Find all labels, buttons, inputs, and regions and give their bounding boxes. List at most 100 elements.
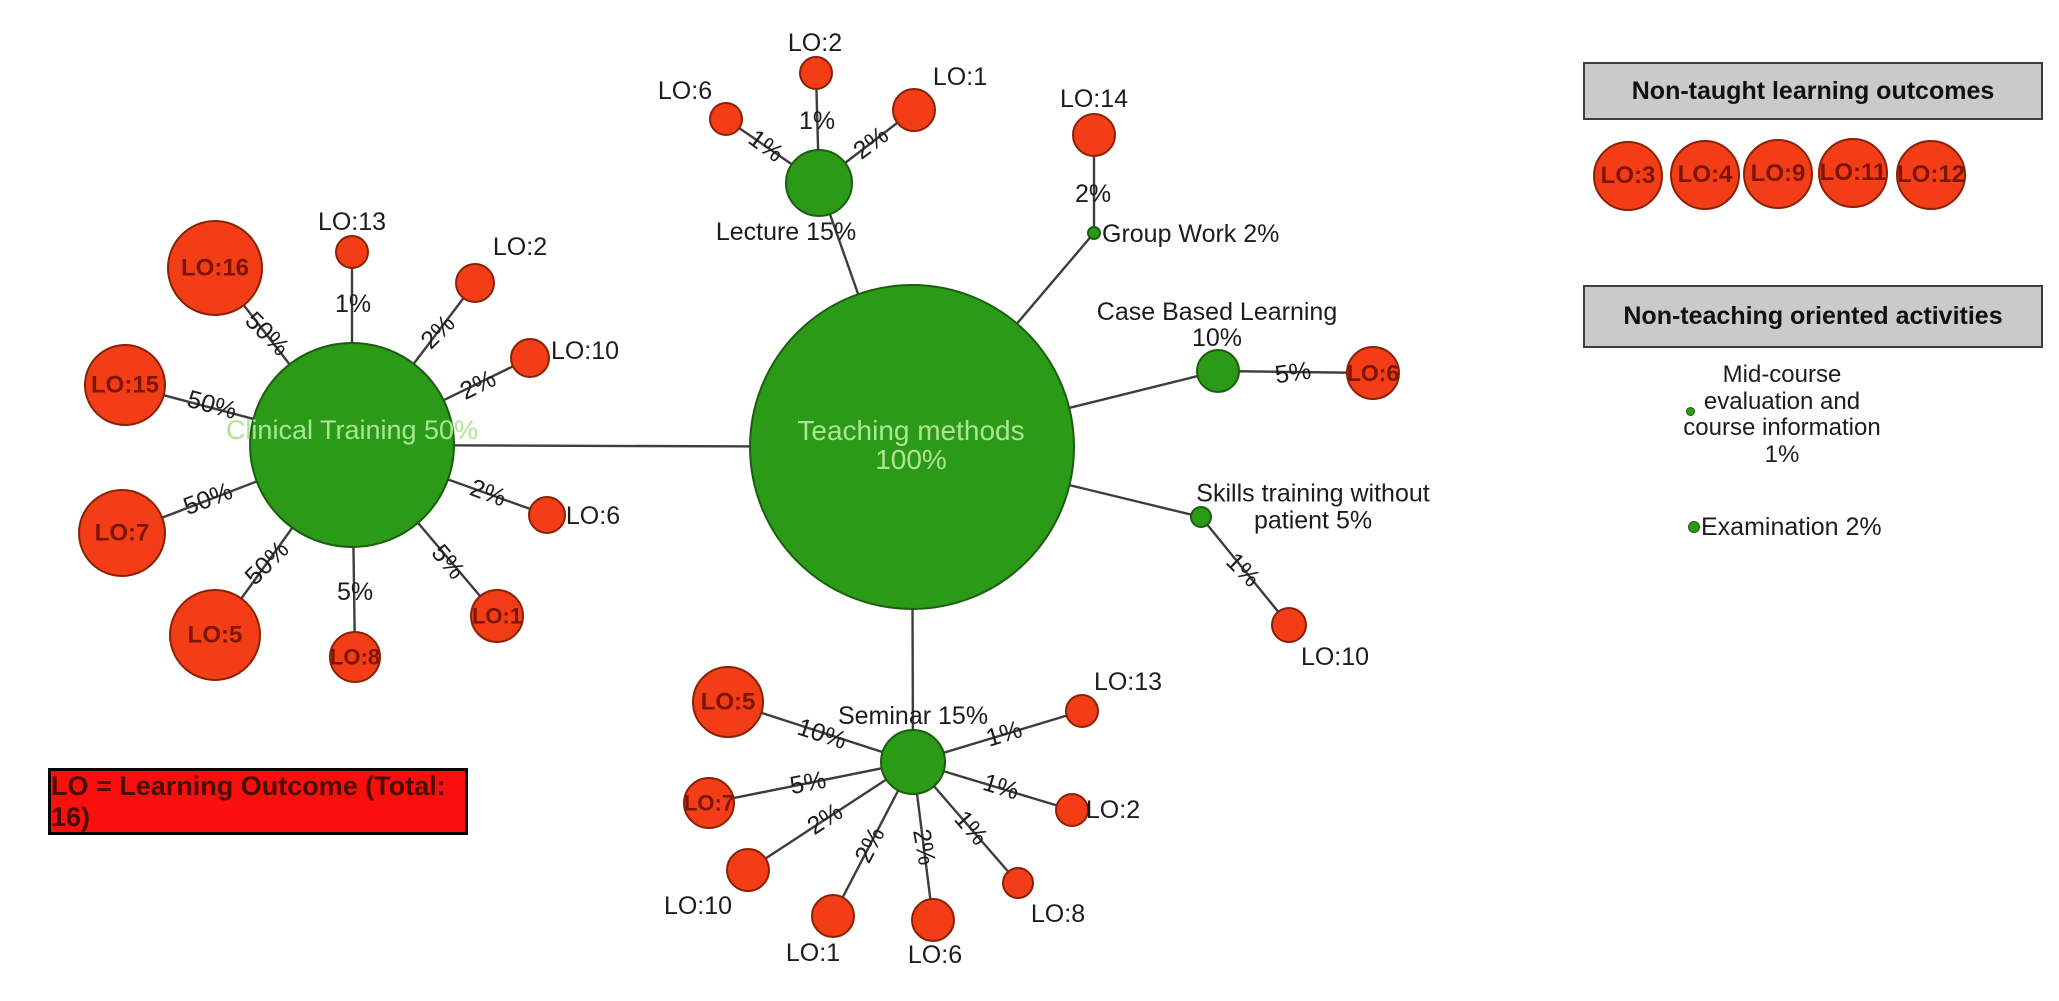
- non-taught-circle-lo9-label: LO:9: [1750, 160, 1806, 187]
- node-c-lo10: [510, 338, 550, 378]
- non-taught-circle-lo11-label: LO:11: [1819, 159, 1887, 186]
- label-clinical-lo10: LO:10: [551, 337, 619, 365]
- pct-seminar-lo1: 2%: [849, 823, 890, 868]
- label-clinical-lo1: LO:1: [472, 604, 522, 629]
- non-teaching-activities-header-box: Non-teaching oriented activities: [1583, 285, 2043, 348]
- node-s-lo10: [1271, 607, 1307, 643]
- pct-clinical-lo10: 2%: [456, 364, 501, 405]
- label-lecture-lo2: LO:2: [788, 29, 842, 57]
- label-seminar-lo6: LO:6: [908, 941, 962, 969]
- node-se-lo10: [726, 848, 770, 892]
- pct-lecture-lo2: 1%: [799, 107, 835, 135]
- node-lecture: [785, 149, 853, 217]
- node-c-lo1: [470, 589, 524, 643]
- label-clinical-lo8: LO:8: [330, 645, 380, 670]
- pct-lecture-lo6: 1%: [743, 124, 789, 168]
- non-taught-circle-lo12: LO:12: [1896, 140, 1966, 210]
- pct-lecture-lo1: 2%: [848, 121, 894, 165]
- pct-seminar-lo7: 5%: [788, 766, 829, 800]
- pct-seminar-lo10: 2%: [802, 797, 848, 840]
- pct-clinical-lo15: 50%: [184, 385, 240, 425]
- group-work-label: Group Work 2%: [1102, 220, 1279, 248]
- label-groupwork-lo14: LO:14: [1060, 85, 1128, 113]
- clinical-training-label: Clinical Training 50%: [226, 415, 478, 445]
- pct-seminar-lo6: 2%: [907, 827, 941, 867]
- node-se-lo6: [911, 898, 955, 942]
- non-teaching-activities-title: Non-teaching oriented activities: [1623, 302, 2003, 330]
- non-taught-outcomes-header-box: Non-taught learning outcomes: [1583, 62, 2043, 120]
- label-clinical-lo5: LO:5: [188, 622, 243, 649]
- pct-clinical-lo16: 50%: [239, 306, 294, 361]
- pct-clinical-lo5: 50%: [239, 535, 294, 590]
- label-seminar-lo8: LO:8: [1031, 900, 1085, 928]
- label-seminar-lo1: LO:1: [786, 939, 840, 967]
- pct-clinical-lo2: 2%: [415, 309, 460, 354]
- node-c-lo5: [169, 589, 261, 681]
- label-clinical-lo15: LO:15: [91, 372, 159, 399]
- label-clinical-lo16: LO:16: [181, 255, 249, 282]
- node-se-lo5: [692, 666, 764, 738]
- label-seminar-lo7: LO:7: [684, 791, 734, 816]
- non-taught-circle-lo3-label: LO:3: [1600, 162, 1656, 189]
- node-c-lo7: [78, 489, 166, 577]
- node-skills: [1190, 506, 1212, 528]
- label-skills-lo10: LO:10: [1301, 643, 1369, 671]
- examination-bullet-dot: [1688, 521, 1700, 533]
- node-seminar: [880, 729, 946, 795]
- pct-clinical-lo8: 5%: [337, 578, 373, 606]
- seminar-label: Seminar 15%: [838, 702, 988, 730]
- node-c-lo15: [84, 344, 166, 426]
- label-lecture-lo1: LO:1: [933, 63, 987, 91]
- edge-skills-s-lo10: [1200, 516, 1290, 626]
- node-se-lo7: [683, 777, 735, 829]
- node-l-lo2: [799, 56, 833, 90]
- pct-clinical-lo13: 1%: [335, 290, 371, 318]
- node-se-lo1: [811, 894, 855, 938]
- label-clinical-lo2: LO:2: [493, 233, 547, 261]
- midcourse-line-2: evaluation and: [1703, 387, 1861, 415]
- node-se-lo13: [1065, 694, 1099, 728]
- node-l-lo1: [892, 88, 936, 132]
- non-taught-outcomes-title: Non-taught learning outcomes: [1631, 76, 1995, 105]
- node-groupwork: [1087, 226, 1101, 240]
- pct-seminar-lo13: 1%: [983, 715, 1026, 752]
- legend-text: LO = Learning Outcome (Total: 16): [51, 770, 446, 832]
- node-c-lo16: [167, 220, 263, 316]
- non-taught-circle-lo9: LO:9: [1743, 139, 1813, 209]
- midcourse-bullet-dot: [1686, 407, 1695, 416]
- label-clinical-lo7: LO:7: [95, 520, 150, 547]
- pct-seminar-lo2: 1%: [980, 768, 1023, 805]
- label-clinical-lo6: LO:6: [566, 502, 620, 530]
- node-c-lo2: [455, 263, 495, 303]
- non-taught-circle-lo4-label: LO:4: [1677, 161, 1733, 188]
- non-taught-circle-lo4: LO:4: [1670, 140, 1740, 210]
- midcourse-line-1: Mid-course: [1722, 361, 1842, 388]
- node-c-lo13: [335, 235, 369, 269]
- label-seminar-lo2: LO:2: [1086, 796, 1140, 824]
- midcourse-line-3: course information: [1683, 414, 1881, 441]
- node-c-lo6: [528, 496, 566, 534]
- node-teaching: [749, 284, 1075, 610]
- node-c-lo8: [329, 631, 381, 683]
- label-seminar-lo13: LO:13: [1094, 668, 1162, 696]
- teaching-methods-label: Teaching methods 100%: [797, 415, 1024, 475]
- label-clinical-lo13: LO:13: [318, 208, 386, 236]
- non-taught-circle-lo3: LO:3: [1593, 141, 1663, 211]
- label-seminar-lo10: LO:10: [664, 892, 732, 920]
- label-lecture-lo6: LO:6: [658, 77, 712, 105]
- lecture-label: Lecture 15%: [716, 218, 856, 246]
- midcourse-evaluation-entry: Mid-course evaluation and course informa…: [1659, 361, 1905, 468]
- edge-seminar-se-lo7: [708, 760, 914, 805]
- legend-box: LO = Learning Outcome (Total: 16): [48, 768, 468, 835]
- node-se-lo8: [1002, 867, 1034, 899]
- node-cb-lo6: [1346, 346, 1400, 400]
- pct-cbl-lo6: 5%: [1273, 357, 1313, 390]
- node-clinical: [249, 342, 455, 548]
- non-taught-circle-lo11: LO:11: [1818, 138, 1888, 208]
- midcourse-line-4: 1%: [1764, 440, 1800, 468]
- node-g-lo14: [1072, 113, 1116, 157]
- node-l-lo6: [709, 102, 743, 136]
- node-cbl: [1196, 349, 1240, 393]
